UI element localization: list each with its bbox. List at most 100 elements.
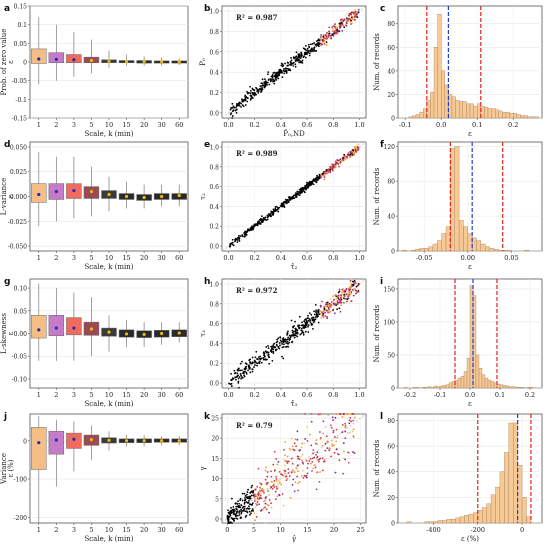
scatter-point <box>260 82 263 85</box>
scatter-point <box>345 20 348 22</box>
ytick-label: -0.05 <box>12 78 28 85</box>
box-mean-point <box>160 331 164 336</box>
scatter-point <box>230 511 233 514</box>
scatter-point <box>315 439 318 441</box>
ytick-label: 80 <box>387 418 395 425</box>
scatter-point <box>335 297 338 300</box>
scatter-point <box>245 365 248 368</box>
scatter-point <box>329 310 332 313</box>
scatter-point <box>326 447 329 450</box>
scatter-point <box>245 372 248 375</box>
box-mean-point <box>160 194 164 199</box>
hist-bar <box>499 471 505 524</box>
scatter-point <box>321 300 324 303</box>
scatter-point <box>293 471 296 474</box>
xtick-label: 3 <box>72 526 76 534</box>
scatter-point <box>339 24 342 27</box>
scatter-point <box>251 370 254 373</box>
scatter-point <box>315 49 318 52</box>
scatter-point <box>233 517 235 520</box>
scatter-point <box>231 243 234 246</box>
scatter-point <box>327 414 330 417</box>
scatter-point <box>294 192 297 194</box>
scatter-point <box>251 484 253 487</box>
hist-bar <box>520 115 525 119</box>
scatter-point <box>256 364 258 367</box>
hist-bar <box>442 520 447 524</box>
scatter-point <box>317 321 320 324</box>
scatter-point <box>332 419 334 422</box>
xtick-label: 2 <box>54 121 58 129</box>
scatter-point <box>320 34 323 36</box>
scatter-point <box>325 170 328 173</box>
scatter-point <box>317 308 320 311</box>
scatter-point <box>336 413 339 415</box>
scatter-point <box>312 452 315 455</box>
scatter-point <box>229 242 232 245</box>
scatter-point <box>279 339 282 342</box>
box-1 <box>31 48 47 64</box>
scatter-point <box>300 52 303 55</box>
scatter-point <box>281 474 284 477</box>
scatter-point <box>268 511 270 514</box>
scatter-point <box>272 80 274 83</box>
scatter-point <box>314 466 317 469</box>
scatter-point <box>262 489 265 491</box>
scatter-point <box>263 84 266 87</box>
scatter-point <box>251 361 254 364</box>
scatter-point <box>273 450 276 453</box>
scatter-point <box>256 504 258 506</box>
scatter-point <box>330 455 333 458</box>
scatter-point <box>249 227 252 230</box>
scatter-point <box>270 502 272 505</box>
panel-d: 0.050 0.025 0.000 -0.025 -0.050 1 2 3 5 10 15 20 30 6… <box>0 140 189 271</box>
scatter-point <box>337 297 340 299</box>
scatter-point <box>231 518 234 521</box>
ytick-label: 0 <box>23 60 27 67</box>
scatter-point <box>259 494 262 497</box>
scatter-point <box>268 214 271 217</box>
scatter-point <box>298 480 301 483</box>
scatter-point <box>343 413 346 415</box>
scatter-point <box>235 111 238 114</box>
scatter-point <box>275 75 278 78</box>
scatter-point <box>257 92 260 94</box>
scatter-point <box>308 460 311 462</box>
scatter-point <box>298 188 301 191</box>
scatter-point <box>253 93 255 96</box>
scatter-point <box>318 173 321 176</box>
scatter-point <box>340 20 343 23</box>
ytick-label: 0.000 <box>10 194 27 201</box>
scatter-point <box>235 378 237 381</box>
scatter-point <box>340 18 343 21</box>
scatter-point <box>279 205 282 207</box>
scatter-point <box>327 36 330 38</box>
scatter-point <box>263 81 266 84</box>
xtick-label: 0.8 <box>328 254 338 262</box>
hist-bar <box>459 516 465 524</box>
scatter-point <box>264 80 267 83</box>
scatter-point <box>293 197 296 200</box>
scatter-point <box>349 156 351 159</box>
scatter-point <box>313 313 316 316</box>
scatter-point <box>303 442 306 445</box>
scatter-point <box>235 517 237 520</box>
scatter-point <box>351 151 353 153</box>
hist-bar <box>505 111 510 119</box>
scatter-point <box>262 358 265 361</box>
scatter-point <box>277 461 280 463</box>
scatter-point <box>232 505 235 508</box>
scatter-point <box>352 12 355 15</box>
xtick-label: 0.6 <box>302 391 312 399</box>
scatter-point <box>338 290 341 293</box>
scatter-point <box>239 506 242 509</box>
scatter-point <box>344 156 346 159</box>
box-mean-point <box>37 441 41 445</box>
scatter-point <box>264 499 267 502</box>
scatter-point <box>230 379 232 381</box>
scatter-point <box>336 300 339 302</box>
hist-bar <box>433 521 439 524</box>
scatter-point <box>256 362 259 365</box>
hist-bar <box>463 371 468 389</box>
